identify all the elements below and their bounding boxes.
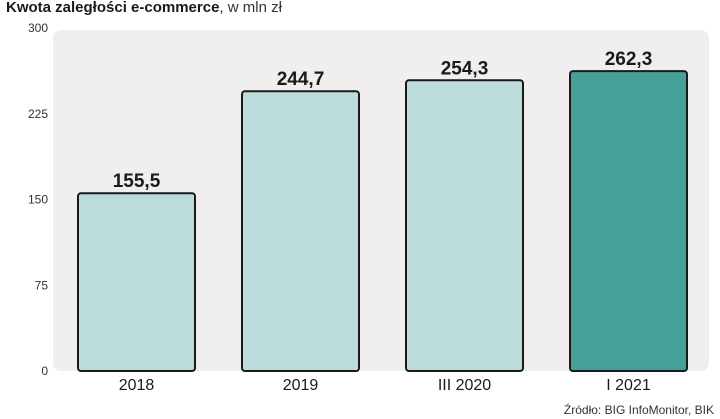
x-tick-label: III 2020 bbox=[438, 377, 491, 394]
y-tick-label: 150 bbox=[28, 193, 48, 207]
chart-title: Kwota zaległości e-commerce, w mln zł bbox=[6, 0, 282, 16]
value-label: 254,3 bbox=[441, 58, 489, 79]
y-tick-label: 0 bbox=[41, 364, 48, 378]
plot-background bbox=[53, 30, 709, 371]
bar bbox=[241, 90, 360, 373]
bar bbox=[569, 70, 688, 372]
y-tick-label: 75 bbox=[35, 278, 49, 292]
value-labels: 155,5 244,7 254,3 262,3 bbox=[113, 49, 653, 192]
value-label: 155,5 bbox=[113, 171, 161, 192]
y-tick-label: 300 bbox=[28, 21, 48, 35]
value-label: 262,3 bbox=[605, 49, 653, 70]
chart-title-unit: , w mln zł bbox=[219, 0, 282, 16]
bar bbox=[405, 79, 524, 372]
x-tick-label: I 2021 bbox=[606, 377, 651, 394]
chart-title-main: Kwota zaległości e-commerce bbox=[6, 0, 220, 16]
y-axis: 0 75 150 225 300 bbox=[28, 21, 48, 378]
x-tick-label: 2019 bbox=[283, 377, 319, 394]
source-note: Źródło: BIG InfoMonitor, BIK bbox=[563, 403, 714, 417]
x-axis: 2018 2019 III 2020 I 2021 bbox=[119, 377, 651, 394]
bars bbox=[77, 70, 688, 373]
value-label: 244,7 bbox=[277, 69, 325, 90]
bar bbox=[77, 192, 196, 372]
y-tick-label: 225 bbox=[28, 107, 48, 121]
x-tick-label: 2018 bbox=[119, 377, 155, 394]
